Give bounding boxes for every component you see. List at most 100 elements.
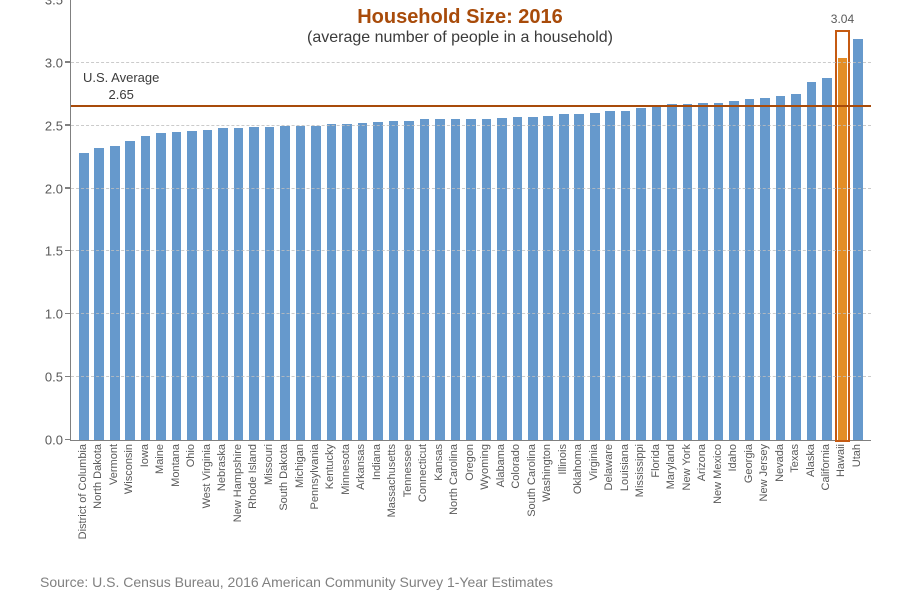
- bar: [187, 131, 197, 440]
- y-tick-label: 0.0: [45, 433, 71, 448]
- household-size-chart: Household Size: 2016 (average number of …: [40, 0, 880, 440]
- bar-slot: [649, 0, 664, 440]
- x-tick-label: South Dakota: [278, 444, 290, 511]
- x-tick-label: Kansas: [433, 444, 445, 481]
- gridline: [71, 125, 871, 126]
- bar-slot: [370, 0, 385, 440]
- bar: [652, 106, 662, 440]
- x-tick-label: New Hampshire: [232, 444, 244, 522]
- x-tick-label: Utah: [851, 444, 863, 467]
- x-tick-label: Montana: [170, 444, 182, 487]
- bar: [621, 111, 631, 440]
- bar-slot: [711, 0, 726, 440]
- bar: [698, 103, 708, 440]
- bar-slot: [448, 0, 463, 440]
- bar: [358, 123, 368, 440]
- bar-slot: [138, 0, 153, 440]
- bar: [822, 78, 832, 440]
- x-tick-label: Massachusetts: [386, 444, 398, 517]
- x-tick-label: Mississippi: [634, 444, 646, 497]
- x-tick-label: North Dakota: [92, 444, 104, 509]
- plot-area: 3.04 0.00.51.01.52.02.53.03.5U.S. Averag…: [70, 0, 871, 441]
- x-tick-label: Rhode Island: [247, 444, 259, 509]
- x-tick-label: Wyoming: [479, 444, 491, 490]
- x-tick-label: North Carolina: [448, 444, 460, 515]
- bars-container: 3.04: [76, 0, 866, 440]
- bar-slot: [819, 0, 834, 440]
- x-tick-label: Georgia: [743, 444, 755, 483]
- gridline: [71, 376, 871, 377]
- bar: [482, 119, 492, 440]
- bar-slot: [633, 0, 648, 440]
- x-tick-label: Virginia: [588, 444, 600, 481]
- bar: [234, 128, 244, 440]
- bar-slot: [246, 0, 261, 440]
- bar: [404, 121, 414, 440]
- bar: [636, 108, 646, 440]
- x-tick-label: Indiana: [371, 444, 383, 480]
- x-tick-label: West Virginia: [201, 444, 213, 508]
- x-tick-label: Oklahoma: [572, 444, 584, 494]
- x-tick-label: Alaska: [805, 444, 817, 477]
- bar: [203, 130, 213, 441]
- x-tick-label: New Jersey: [758, 444, 770, 501]
- avg-label-line2: 2.65: [83, 87, 159, 103]
- bar-slot: [788, 0, 803, 440]
- bar-slot: [386, 0, 401, 440]
- bar-slot: [804, 0, 819, 440]
- y-tick-label: 2.5: [45, 118, 71, 133]
- bar: [667, 104, 677, 440]
- bar: [590, 113, 600, 440]
- bar: [791, 94, 801, 440]
- bar-slot: [479, 0, 494, 440]
- x-tick-label: Connecticut: [417, 444, 429, 502]
- x-tick-label: Arizona: [696, 444, 708, 481]
- gridline: [71, 62, 871, 63]
- bar: [451, 119, 461, 440]
- bar: [327, 124, 337, 440]
- us-average-line: [71, 105, 871, 107]
- bar-slot: [463, 0, 478, 440]
- us-average-label: U.S. Average2.65: [83, 70, 159, 103]
- bar-slot: [680, 0, 695, 440]
- x-tick-label: Tennessee: [402, 444, 414, 497]
- bar-slot: [494, 0, 509, 440]
- source-text: Source: U.S. Census Bureau, 2016 America…: [40, 574, 553, 590]
- x-tick-label: California: [820, 444, 832, 490]
- x-tick-label: New York: [681, 444, 693, 490]
- bar: [435, 119, 445, 440]
- bar: [513, 117, 523, 440]
- bar-slot: [726, 0, 741, 440]
- x-tick-label: Pennsylvania: [309, 444, 321, 509]
- x-tick-label: Alabama: [495, 444, 507, 487]
- x-tick-label: Hawaii: [835, 444, 847, 477]
- y-tick-label: 3.5: [45, 0, 71, 8]
- bar-slot: [664, 0, 679, 440]
- bar: [218, 128, 228, 440]
- y-tick-label: 0.5: [45, 370, 71, 385]
- bar-highlight: [838, 58, 848, 440]
- bar-slot: [773, 0, 788, 440]
- x-tick-label: Colorado: [510, 444, 522, 489]
- gridline: [71, 250, 871, 251]
- bar: [342, 124, 352, 440]
- bar-slot: [308, 0, 323, 440]
- bar-slot: [757, 0, 772, 440]
- bar-slot: 3.04: [835, 0, 850, 440]
- bar: [79, 153, 89, 440]
- y-tick-label: 1.5: [45, 244, 71, 259]
- bar: [125, 141, 135, 440]
- bar: [760, 98, 770, 440]
- bar-slot: [556, 0, 571, 440]
- bar: [559, 114, 569, 440]
- x-tick-label: Delaware: [603, 444, 615, 490]
- bar: [528, 117, 538, 440]
- x-tick-label: Idaho: [727, 444, 739, 472]
- bar: [605, 111, 615, 440]
- y-tick-label: 2.0: [45, 181, 71, 196]
- x-tick-label: Washington: [541, 444, 553, 502]
- bar: [420, 119, 430, 440]
- x-tick-label: Florida: [650, 444, 662, 478]
- x-tick-label: South Carolina: [526, 444, 538, 517]
- bar-slot: [525, 0, 540, 440]
